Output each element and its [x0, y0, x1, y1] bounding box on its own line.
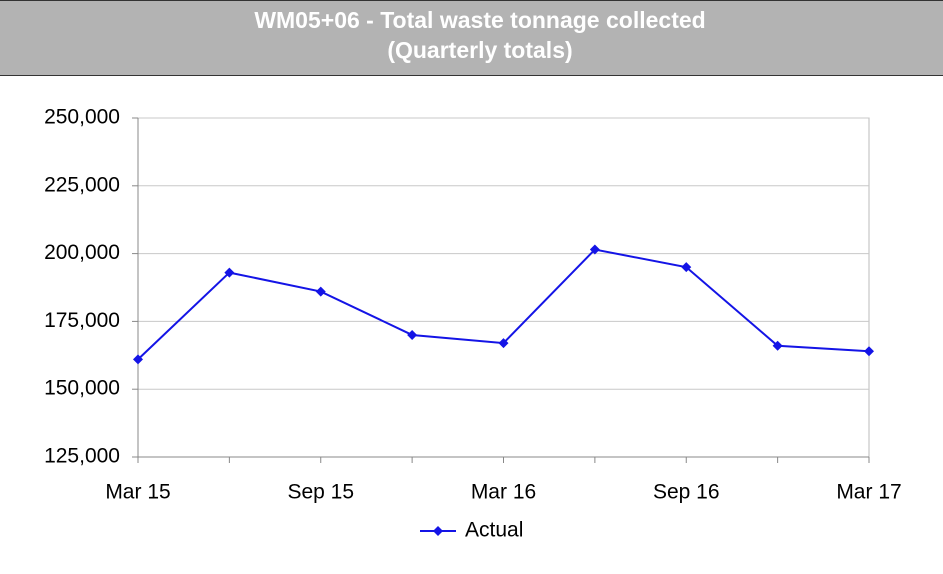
title-bar: [0, 0, 943, 75]
plot-area: [137, 117, 870, 458]
point-marker: [315, 286, 326, 297]
x-tick-label: Mar 17: [836, 481, 901, 504]
point-marker: [407, 329, 418, 340]
x-tick-label: Sep 16: [653, 481, 720, 504]
x-tick-label: Mar 16: [471, 481, 536, 504]
legend-label: Actual: [465, 519, 523, 542]
point-marker: [224, 267, 235, 278]
legend-marker: [433, 526, 443, 536]
point-marker: [133, 354, 143, 365]
chart-subtitle: (Quarterly totals): [387, 37, 572, 63]
x-tick-label: Mar 15: [105, 481, 170, 504]
y-tick-label: 225,000: [44, 173, 120, 196]
y-tick-label: 175,000: [44, 309, 120, 332]
x-tick-label: Sep 15: [287, 481, 354, 504]
point-marker: [864, 346, 874, 357]
y-tick-label: 200,000: [44, 241, 120, 264]
point-marker: [498, 338, 509, 349]
point-marker: [589, 244, 600, 255]
y-tick-label: 125,000: [44, 445, 120, 468]
point-marker: [681, 262, 692, 273]
y-tick-label: 150,000: [44, 377, 120, 400]
point-marker: [772, 340, 783, 351]
chart-title: WM05+06 - Total waste tonnage collected: [254, 7, 705, 33]
y-tick-label: 250,000: [44, 106, 120, 129]
